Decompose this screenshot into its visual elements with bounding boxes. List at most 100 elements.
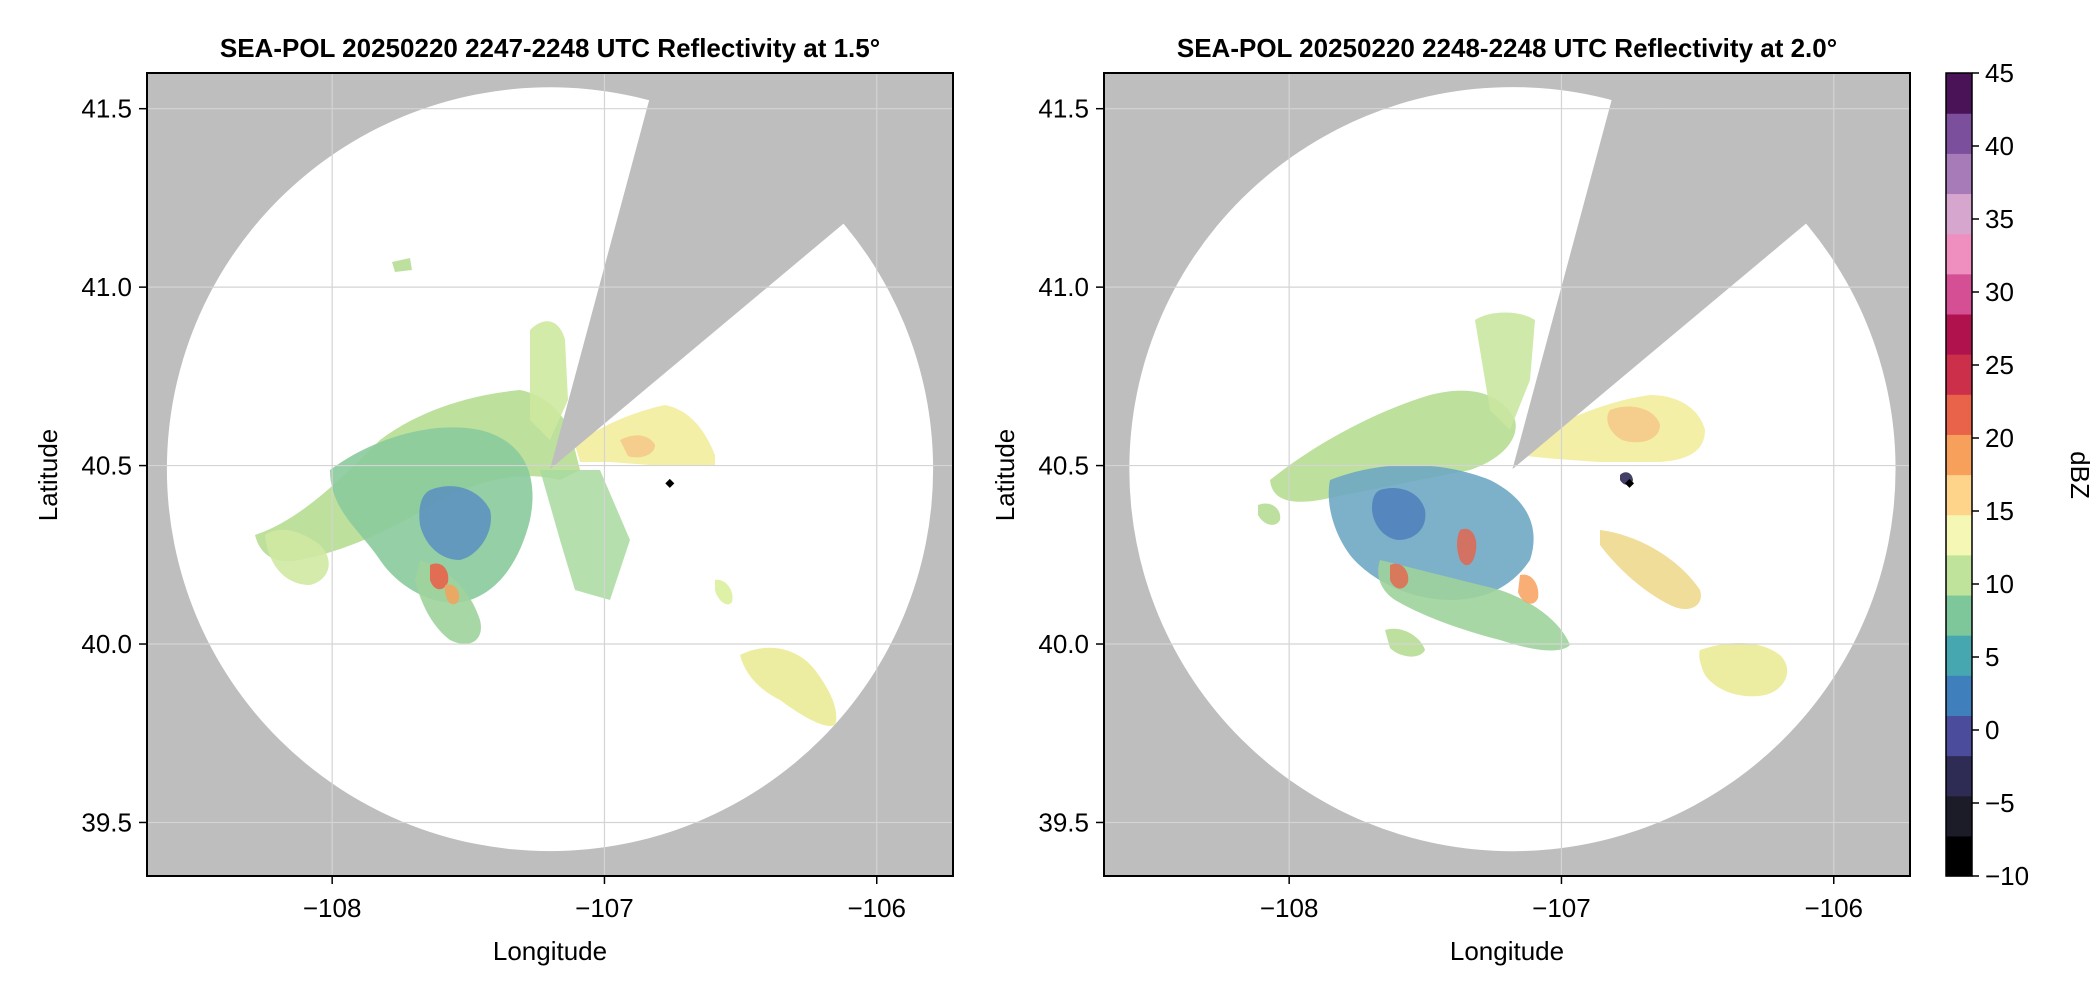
echo-region-red-bands bbox=[1457, 528, 1477, 566]
y-tick-label: 40.5 bbox=[81, 451, 132, 481]
colorbar-swatch bbox=[1946, 835, 1972, 877]
colorbar-swatch bbox=[1946, 795, 1972, 837]
colorbar-swatch bbox=[1946, 354, 1972, 395]
plot-title-left: SEA-POL 20250220 2247-2248 UTC Reflectiv… bbox=[220, 33, 880, 63]
colorbar-ticks: −10 −5 0 5 10 15 20 25 30 35 40 45 bbox=[1972, 58, 2029, 891]
colorbar-tick-label: 20 bbox=[1985, 423, 2014, 453]
y-tick-label: 39.5 bbox=[81, 807, 132, 837]
x-axis-ticks-left: −108 −107 −106 bbox=[303, 876, 906, 923]
y-tick-label: 41.5 bbox=[1038, 94, 1089, 124]
echo-region-orange-bands bbox=[1518, 574, 1539, 604]
colorbar-tick-label: 40 bbox=[1985, 131, 2014, 161]
echo-region-southwest-red bbox=[1390, 563, 1409, 589]
colorbar-swatch bbox=[1946, 554, 1972, 596]
x-axis-label-right: Longitude bbox=[1450, 936, 1564, 966]
y-tick-label: 41.0 bbox=[1038, 272, 1089, 302]
colorbar: −10 −5 0 5 10 15 20 25 30 35 40 45 dBZ bbox=[1945, 58, 2095, 891]
colorbar-tick-label: 35 bbox=[1985, 204, 2014, 234]
colorbar-swatch bbox=[1946, 113, 1972, 154]
y-axis-label-right: Latitude bbox=[990, 429, 1020, 522]
echo-region-hotspot bbox=[430, 563, 449, 590]
colorbar-swatch bbox=[1946, 675, 1972, 716]
colorbar-tick-label: 45 bbox=[1985, 58, 2014, 88]
echo-region-mid-southeast bbox=[715, 579, 733, 605]
reflectivity-field-right bbox=[1258, 312, 1788, 697]
site-marker-left bbox=[665, 478, 675, 488]
y-tick-label: 40.0 bbox=[1038, 629, 1089, 659]
y-axis-ticks-right: 39.5 40.0 40.5 41.0 41.5 bbox=[1038, 94, 1104, 837]
echo-region-west-patch bbox=[1258, 503, 1281, 525]
colorbar-swatch bbox=[1946, 514, 1972, 556]
grid-right bbox=[1104, 73, 1910, 876]
plot-title-right: SEA-POL 20250220 2248-2248 UTC Reflectiv… bbox=[1177, 33, 1837, 63]
reflectivity-field-left bbox=[255, 258, 837, 726]
grid-left bbox=[147, 73, 953, 876]
colorbar-tick-label: −5 bbox=[1985, 788, 2015, 818]
y-tick-label: 39.5 bbox=[1038, 807, 1089, 837]
colorbar-tick-label: 5 bbox=[1985, 642, 1999, 672]
x-tick-label: −108 bbox=[1260, 893, 1319, 923]
y-tick-label: 41.0 bbox=[81, 272, 132, 302]
colorbar-tick-label: 10 bbox=[1985, 569, 2014, 599]
y-axis-label-left: Latitude bbox=[33, 429, 63, 522]
colorbar-tick-label: 15 bbox=[1985, 496, 2014, 526]
y-axis-ticks-left: 39.5 40.0 40.5 41.0 41.5 bbox=[81, 94, 147, 837]
blocked-sector-left bbox=[550, 92, 850, 470]
x-axis-ticks-right: −108 −107 −106 bbox=[1260, 876, 1863, 923]
colorbar-swatch bbox=[1946, 73, 1972, 114]
colorbar-swatch bbox=[1946, 594, 1972, 636]
axes-frame-right bbox=[1103, 72, 1911, 877]
colorbar-swatch bbox=[1946, 193, 1972, 235]
x-tick-label: −106 bbox=[847, 893, 906, 923]
colorbar-label: dBZ bbox=[2065, 451, 2095, 499]
echo-region-far-southeast bbox=[1699, 643, 1788, 697]
echo-region-southeast-scatter bbox=[1600, 530, 1701, 610]
colorbar-frame bbox=[1945, 72, 1973, 877]
echo-region-south-far bbox=[1385, 628, 1425, 657]
x-axis-label-left: Longitude bbox=[493, 936, 607, 966]
colorbar-tick-label: 30 bbox=[1985, 277, 2014, 307]
echo-region-rays bbox=[540, 470, 630, 600]
echo-region-core-blue bbox=[419, 486, 491, 560]
colorbar-swatch bbox=[1946, 755, 1972, 797]
echo-region-east-orange bbox=[620, 435, 655, 458]
echo-region-north-finger bbox=[530, 321, 568, 440]
colorbar-swatches bbox=[1946, 73, 1972, 877]
echo-region-south-streaks bbox=[1378, 560, 1570, 651]
echo-region-east-orange bbox=[1607, 406, 1660, 443]
echo-region-north-finger bbox=[1475, 312, 1535, 430]
panel-right: SEA-POL 20250220 2248-2248 UTC Reflectiv… bbox=[990, 33, 1911, 966]
echo-region-hotspot-2 bbox=[444, 584, 460, 605]
echo-region-core-blue bbox=[1372, 488, 1426, 540]
echo-region-east bbox=[575, 405, 715, 465]
x-tick-label: −107 bbox=[575, 893, 634, 923]
colorbar-tick-label: 25 bbox=[1985, 350, 2014, 380]
echo-region-far-southeast bbox=[740, 647, 837, 726]
y-tick-label: 40.5 bbox=[1038, 451, 1089, 481]
colorbar-swatch bbox=[1946, 715, 1972, 757]
axes-frame-left bbox=[146, 72, 954, 877]
x-tick-label: −107 bbox=[1532, 893, 1591, 923]
colorbar-swatch bbox=[1946, 434, 1972, 476]
y-tick-label: 40.0 bbox=[81, 629, 132, 659]
y-tick-label: 41.5 bbox=[81, 94, 132, 124]
colorbar-swatch bbox=[1946, 233, 1972, 275]
colorbar-swatch bbox=[1946, 313, 1972, 355]
colorbar-swatch bbox=[1946, 394, 1972, 435]
colorbar-swatch bbox=[1946, 153, 1972, 195]
echo-region-west-band bbox=[1270, 390, 1516, 502]
colorbar-tick-label: −10 bbox=[1985, 861, 2029, 891]
echo-region-north-speck bbox=[392, 258, 412, 272]
panel-left: SEA-POL 20250220 2247-2248 UTC Reflectiv… bbox=[33, 33, 954, 966]
colorbar-swatch bbox=[1946, 474, 1972, 516]
colorbar-tick-label: 0 bbox=[1985, 715, 1999, 745]
blocked-sector-right bbox=[1512, 92, 1812, 470]
echo-region-southwest bbox=[265, 529, 329, 585]
x-tick-label: −108 bbox=[303, 893, 362, 923]
colorbar-swatch bbox=[1946, 635, 1972, 676]
x-tick-label: −106 bbox=[1804, 893, 1863, 923]
colorbar-swatch bbox=[1946, 273, 1972, 315]
site-marker-right bbox=[1625, 478, 1635, 488]
